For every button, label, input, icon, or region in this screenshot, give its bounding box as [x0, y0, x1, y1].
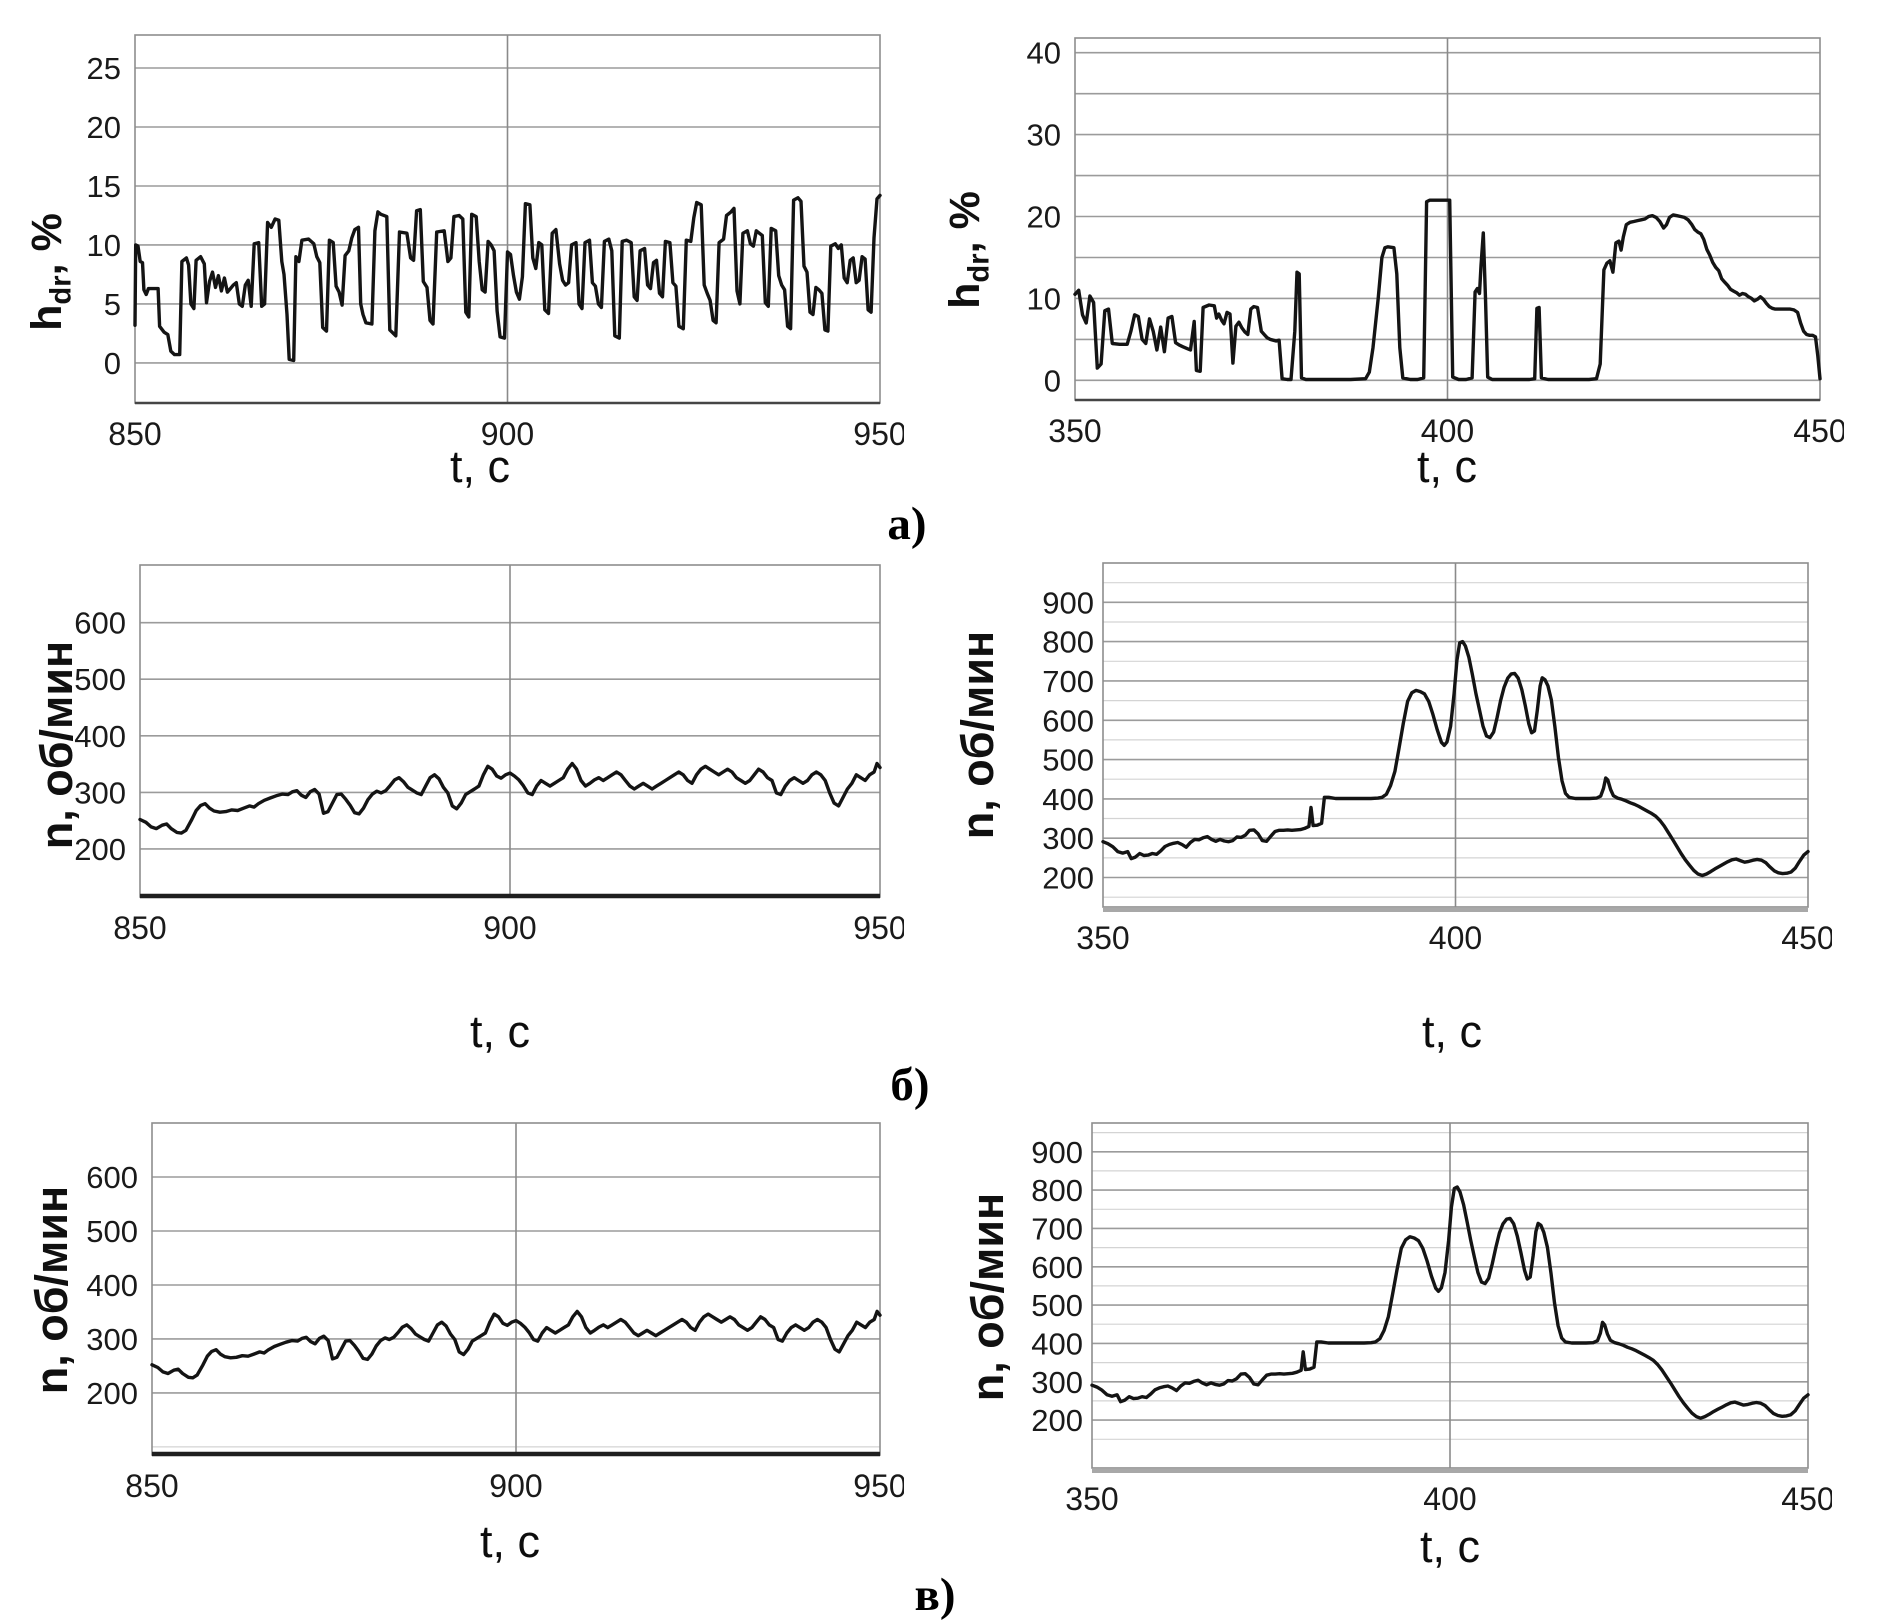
chart-canvas-rpm-850-950-v: 200 300 400 500 600 850 900 950 [86, 1122, 904, 1504]
svg-text:200: 200 [1042, 861, 1094, 896]
svg-text:700: 700 [1031, 1211, 1083, 1246]
svg-text:10: 10 [1027, 281, 1061, 316]
svg-text:300: 300 [74, 775, 126, 810]
y-axis-label-n-v-right: n, об/мин [962, 1147, 1014, 1447]
svg-text:500: 500 [1031, 1288, 1083, 1323]
svg-text:30: 30 [1027, 118, 1061, 153]
row-label-a: а) [887, 498, 927, 550]
svg-text:25: 25 [87, 51, 121, 86]
svg-text:5: 5 [104, 287, 121, 322]
svg-text:20: 20 [87, 110, 121, 145]
svg-text:900: 900 [489, 1468, 542, 1504]
svg-text:600: 600 [74, 606, 126, 641]
svg-text:400: 400 [1042, 782, 1094, 817]
svg-text:400: 400 [1423, 1481, 1476, 1517]
x-axis-label-a-right: t, c [1416, 441, 1477, 492]
x-axis-label-v-right: t, c [1419, 1521, 1480, 1572]
svg-text:10: 10 [87, 228, 121, 263]
svg-text:450: 450 [1793, 413, 1844, 449]
svg-text:40: 40 [1027, 36, 1061, 71]
svg-text:400: 400 [74, 719, 126, 754]
chart-canvas-throttle-850-950: 0 5 10 15 20 25 850 900 950 [87, 34, 904, 452]
svg-text:700: 700 [1042, 664, 1094, 699]
svg-text:200: 200 [1031, 1403, 1083, 1438]
svg-text:850: 850 [125, 1468, 178, 1504]
svg-text:0: 0 [104, 346, 121, 381]
svg-text:350: 350 [1065, 1481, 1118, 1517]
y-axis-label-text: n, об/мин [962, 1192, 1013, 1402]
svg-text:400: 400 [1031, 1326, 1083, 1361]
y-axis-label-text: n, об/мин [952, 630, 1003, 840]
svg-text:0: 0 [1044, 363, 1061, 398]
svg-text:600: 600 [1042, 703, 1094, 738]
svg-text:900: 900 [1031, 1135, 1083, 1170]
x-axis-label-b-right: t, c [1421, 1006, 1482, 1057]
svg-text:900: 900 [483, 910, 536, 946]
svg-text:900: 900 [481, 416, 534, 452]
row-label-v: в) [914, 1569, 956, 1621]
row-label-b: б) [890, 1059, 930, 1111]
svg-text:450: 450 [1781, 1481, 1832, 1517]
svg-text:300: 300 [1042, 821, 1094, 856]
svg-text:950: 950 [853, 910, 904, 946]
svg-text:500: 500 [1042, 743, 1094, 778]
svg-text:850: 850 [108, 416, 161, 452]
svg-text:900: 900 [1042, 585, 1094, 620]
svg-text:15: 15 [87, 169, 121, 204]
chart-canvas-rpm-850-950-b: 200 300 400 500 600 850 900 950 [74, 564, 904, 946]
svg-text:300: 300 [86, 1322, 138, 1357]
svg-text:350: 350 [1076, 920, 1129, 956]
y-axis-label-text: h [941, 282, 989, 309]
svg-text:400: 400 [1429, 920, 1482, 956]
chart-canvas-rpm-350-450-b: 200 300 400 500 600 700 800 900 350 400 450 [1042, 562, 1832, 956]
chart-canvas-throttle-350-450: 0 10 20 30 40 350 400 450 [1027, 36, 1844, 449]
x-axis-label-a-left: t, c [449, 441, 510, 492]
y-axis-label-hdr-a-right: hdr, % [939, 140, 996, 360]
svg-text:200: 200 [86, 1376, 138, 1411]
svg-text:350: 350 [1048, 413, 1101, 449]
x-axis-label-v-left: t, c [479, 1516, 540, 1567]
svg-text:800: 800 [1042, 625, 1094, 660]
svg-text:200: 200 [74, 832, 126, 867]
svg-text:600: 600 [86, 1160, 138, 1195]
svg-text:500: 500 [74, 662, 126, 697]
svg-text:20: 20 [1027, 200, 1061, 235]
svg-text:950: 950 [853, 416, 904, 452]
x-axis-label-b-left: t, c [469, 1006, 530, 1057]
svg-text:300: 300 [1031, 1365, 1083, 1400]
svg-text:600: 600 [1031, 1250, 1083, 1285]
svg-text:950: 950 [853, 1468, 904, 1504]
svg-text:500: 500 [86, 1214, 138, 1249]
y-axis-label-n-b-right: n, об/мин [952, 585, 1004, 885]
y-axis-label-unit: , % [941, 191, 989, 254]
svg-text:400: 400 [86, 1268, 138, 1303]
svg-text:850: 850 [113, 910, 166, 946]
svg-text:400: 400 [1421, 413, 1474, 449]
svg-text:450: 450 [1781, 920, 1832, 956]
y-axis-label-subscript: dr [963, 253, 996, 283]
svg-text:800: 800 [1031, 1173, 1083, 1208]
